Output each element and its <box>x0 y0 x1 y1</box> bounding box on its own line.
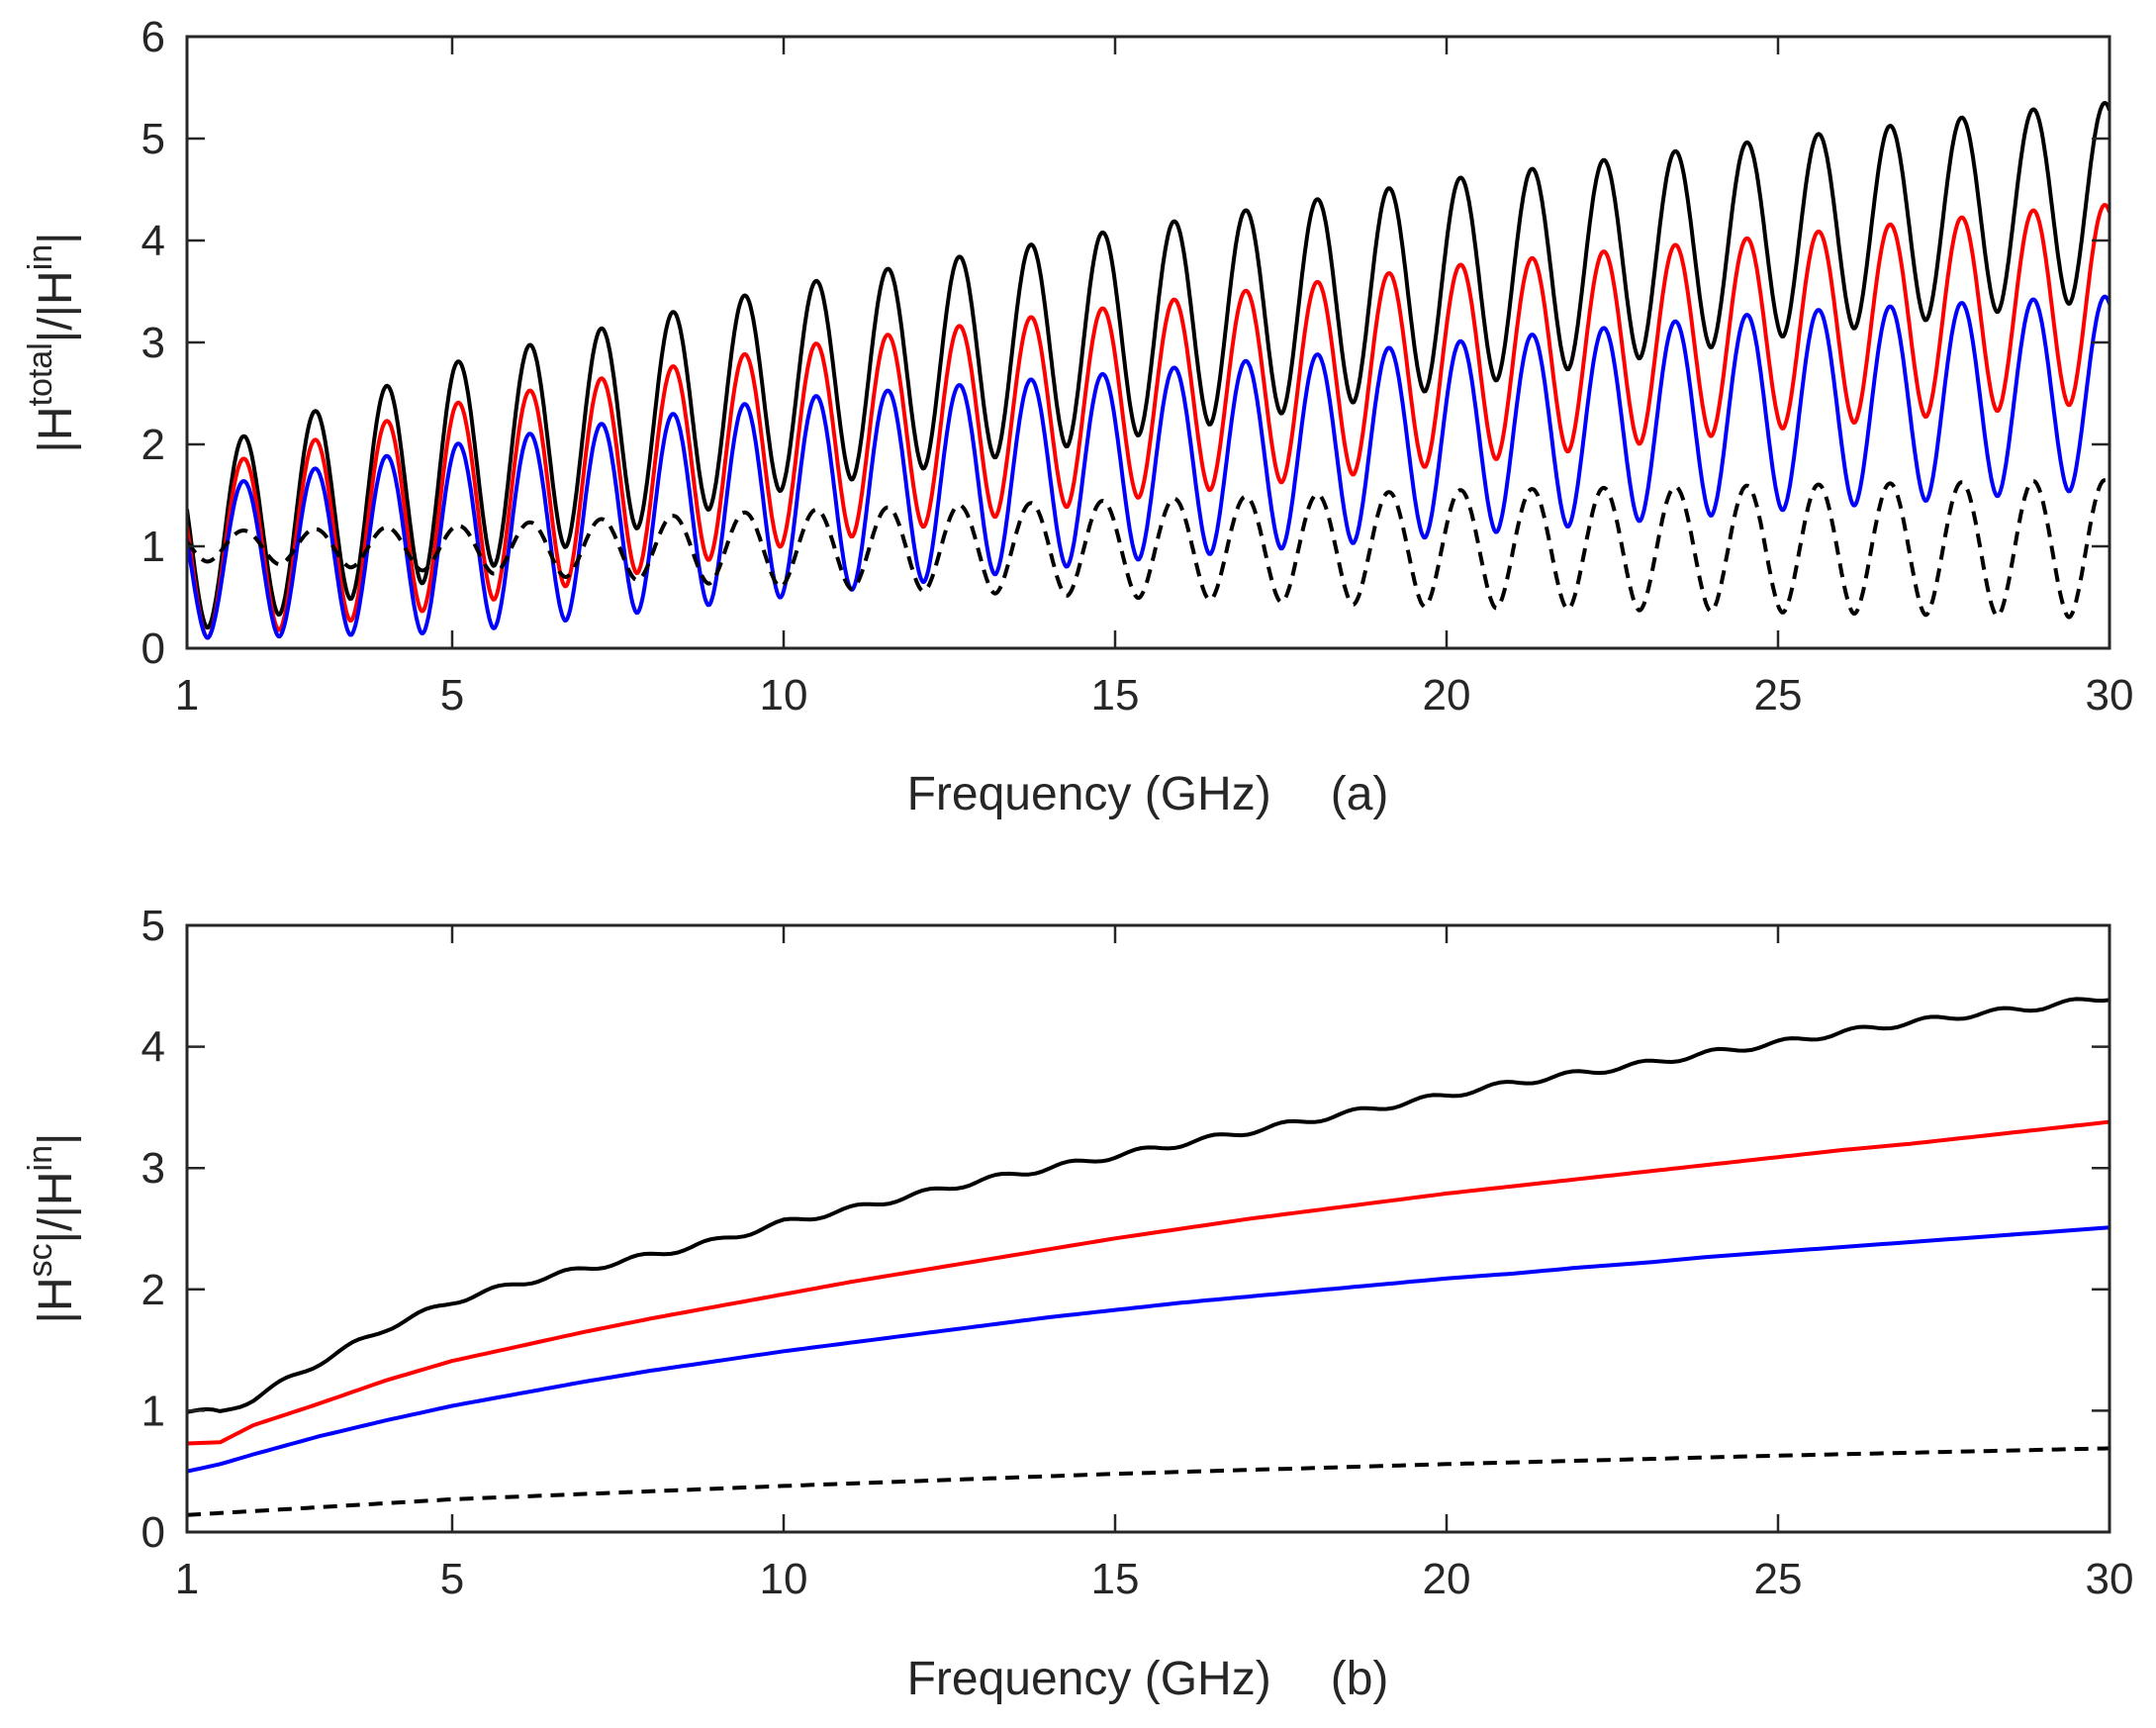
panel-b-panel-tag: (b) <box>1331 1653 1389 1705</box>
panel-b-xtick-label-15: 15 <box>1091 1555 1140 1603</box>
panel-b-series <box>187 997 2109 1517</box>
panel-b-xtick-label-10: 10 <box>760 1555 808 1603</box>
panel-a-series <box>187 101 2109 640</box>
panel-b-x-axis-label: Frequency (GHz) (b) <box>907 1653 1389 1705</box>
panel-a-ytick-label-1: 1 <box>141 523 165 571</box>
panel-b-ytick-label-4: 4 <box>141 1023 165 1072</box>
panel-a-ylabel-base: |H <box>30 407 82 453</box>
panel-b-xtick-label-1: 1 <box>175 1555 199 1603</box>
panel-b-ylabel-sup1: sc <box>22 1243 59 1277</box>
panel-b-xlabel: Frequency (GHz) <box>907 1653 1271 1705</box>
panel-b-y-axis-label: |Hsc|/|Hin| <box>22 1132 82 1323</box>
panel-a-axes-box <box>185 35 2111 650</box>
panel-a-xtick-label-20: 20 <box>1423 671 1471 720</box>
panel-b-axes-box <box>185 923 2111 1534</box>
panel-b-ylabel-base: |H <box>30 1277 82 1323</box>
panel-b-series-black-dashed <box>187 1446 2109 1517</box>
panel-a-series-black-solid <box>187 101 2109 630</box>
panel-a-ytick-label-3: 3 <box>141 319 165 367</box>
panel-a-xtick-label-10: 10 <box>760 671 808 720</box>
panel-b-ytick-label-5: 5 <box>141 902 165 950</box>
panel-b-ylabel-mid: |/|H <box>30 1171 82 1243</box>
panel-b-ytick-label-0: 0 <box>141 1508 165 1557</box>
panel-a-series-black-dashed <box>187 478 2109 620</box>
panel-b-ytick-label-2: 2 <box>141 1266 165 1314</box>
panel-b-xtick-label-5: 5 <box>440 1555 464 1603</box>
panel-a-xtick-label-15: 15 <box>1091 671 1140 720</box>
panel-b-ylabel-sup2: in <box>22 1145 59 1171</box>
panel-a-ytick-label-0: 0 <box>141 624 165 673</box>
panel-a-ylabel-mid: |/|H <box>30 270 82 342</box>
panel-a-ylabel-sup2: in <box>22 244 59 270</box>
panel-a-xlabel: Frequency (GHz) <box>907 768 1271 820</box>
panel-a-panel-tag: (a) <box>1331 768 1389 820</box>
panel-b-series-red-solid <box>187 1119 2109 1446</box>
panel-a-ytick-label-6: 6 <box>141 13 165 61</box>
panel-a-series-red-solid <box>187 203 2109 640</box>
panel-b-ylabel-end: | <box>30 1132 82 1144</box>
panel-b-xtick-label-25: 25 <box>1754 1555 1803 1603</box>
panel-a-ylabel-end: | <box>30 232 82 243</box>
panel-a-ytick-label-2: 2 <box>141 421 165 469</box>
panel-a-y-axis-label: |Htotal|/|Hin| <box>22 232 82 452</box>
panel-a-xtick-label-1: 1 <box>175 671 199 720</box>
panel-a-ytick-label-5: 5 <box>141 115 165 163</box>
panel-a-ylabel-sup1: total <box>22 342 59 406</box>
panel-a-ytick-label-4: 4 <box>141 217 165 265</box>
panel-b-series-blue-solid <box>187 1225 2109 1474</box>
panel-a-xtick-label-30: 30 <box>2086 671 2134 720</box>
panel-b-series-black-solid <box>187 997 2109 1414</box>
panel-a-x-axis-label: Frequency (GHz) (a) <box>907 768 1389 820</box>
panel-b-ytick-label-3: 3 <box>141 1144 165 1193</box>
panel-a-xtick-label-25: 25 <box>1754 671 1803 720</box>
panel-b-xtick-label-20: 20 <box>1423 1555 1471 1603</box>
panel-b-xtick-label-30: 30 <box>2086 1555 2134 1603</box>
panel-b-ytick-label-1: 1 <box>141 1387 165 1435</box>
panel-a-xtick-label-5: 5 <box>440 671 464 720</box>
